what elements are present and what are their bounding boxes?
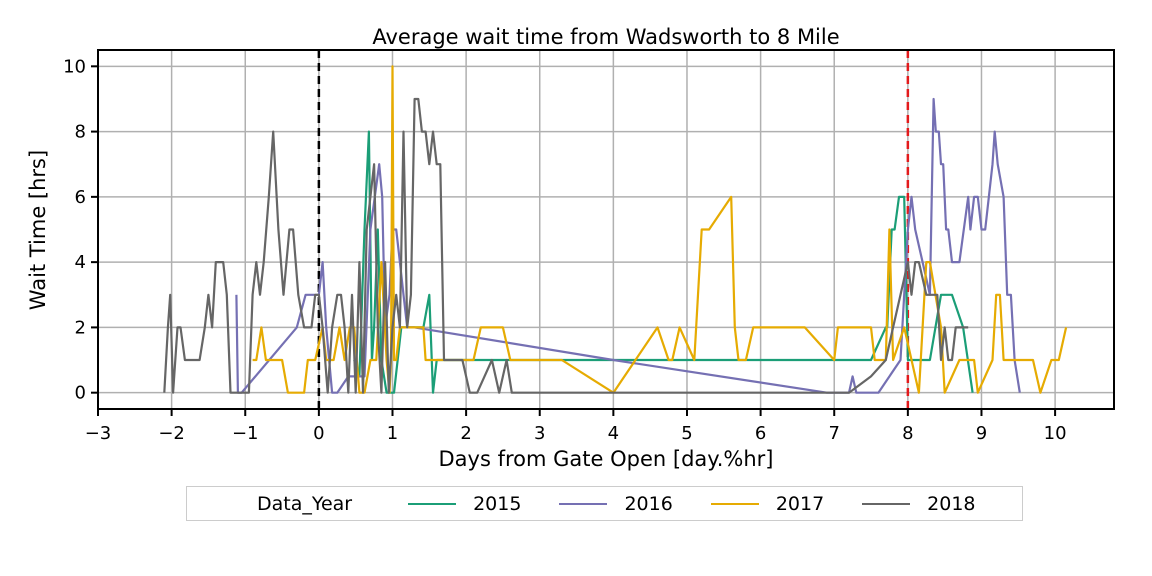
- x-tick-label: 7: [829, 423, 840, 444]
- x-tick-label: 3: [534, 423, 545, 444]
- x-tick-label: 6: [755, 423, 766, 444]
- x-tick-label: 0: [313, 423, 324, 444]
- x-tick-label: 10: [1044, 423, 1067, 444]
- y-tick-label: 2: [75, 317, 86, 338]
- x-tick-label: 9: [976, 423, 987, 444]
- y-tick-label: 10: [63, 56, 86, 77]
- y-tick-label: 6: [75, 187, 86, 208]
- legend-item-2016: 2016: [559, 492, 673, 515]
- x-tick-label: 1: [387, 423, 398, 444]
- series-line-2018: [163, 97, 969, 394]
- y-axis-label: Wait Time [hrs]: [26, 150, 50, 310]
- series-line-2017: [252, 65, 1068, 394]
- series-group: [163, 65, 1068, 394]
- y-tick-label: 4: [75, 252, 86, 273]
- legend: Data_Year 2015 2016 2017 2018: [186, 486, 1023, 521]
- x-tick-label: 2: [460, 423, 471, 444]
- x-tick-label: 5: [681, 423, 692, 444]
- legend-swatch-2015: [408, 502, 457, 505]
- legend-item-2015: 2015: [408, 493, 521, 515]
- legend-swatch-2016: [559, 502, 608, 505]
- x-axis-label: Days from Gate Open [day.%hr]: [439, 447, 774, 471]
- legend-label-2015: 2015: [473, 492, 522, 515]
- x-tick-label: 8: [902, 423, 913, 444]
- legend-swatch-2017: [710, 502, 759, 505]
- x-tick-label: −3: [85, 423, 112, 444]
- legend-item-2017: 2017: [710, 492, 825, 515]
- y-tick-label: 0: [75, 383, 86, 404]
- legend-swatch-2018: [862, 502, 911, 505]
- legend-label-2017: 2017: [775, 492, 825, 515]
- y-tick-label: 8: [75, 122, 86, 143]
- legend-label-2016: 2016: [624, 492, 673, 515]
- plot-frame: [97, 49, 1115, 410]
- legend-label-2018: 2018: [927, 492, 976, 515]
- series-line-2016: [235, 97, 1021, 394]
- x-tick-label: 4: [608, 423, 619, 444]
- x-tick-label: −2: [158, 423, 185, 444]
- x-tick-label: −1: [232, 423, 259, 444]
- legend-title: Data_Year: [257, 492, 353, 515]
- chart-title: Average wait time from Wadsworth to 8 Mi…: [372, 25, 839, 49]
- legend-item-2018: 2018: [862, 492, 976, 515]
- ticks: −3 −2 −1 0 1 2 3 4 5 6 7 8 9 10 0 2 4 6 8 10: [63, 56, 1066, 444]
